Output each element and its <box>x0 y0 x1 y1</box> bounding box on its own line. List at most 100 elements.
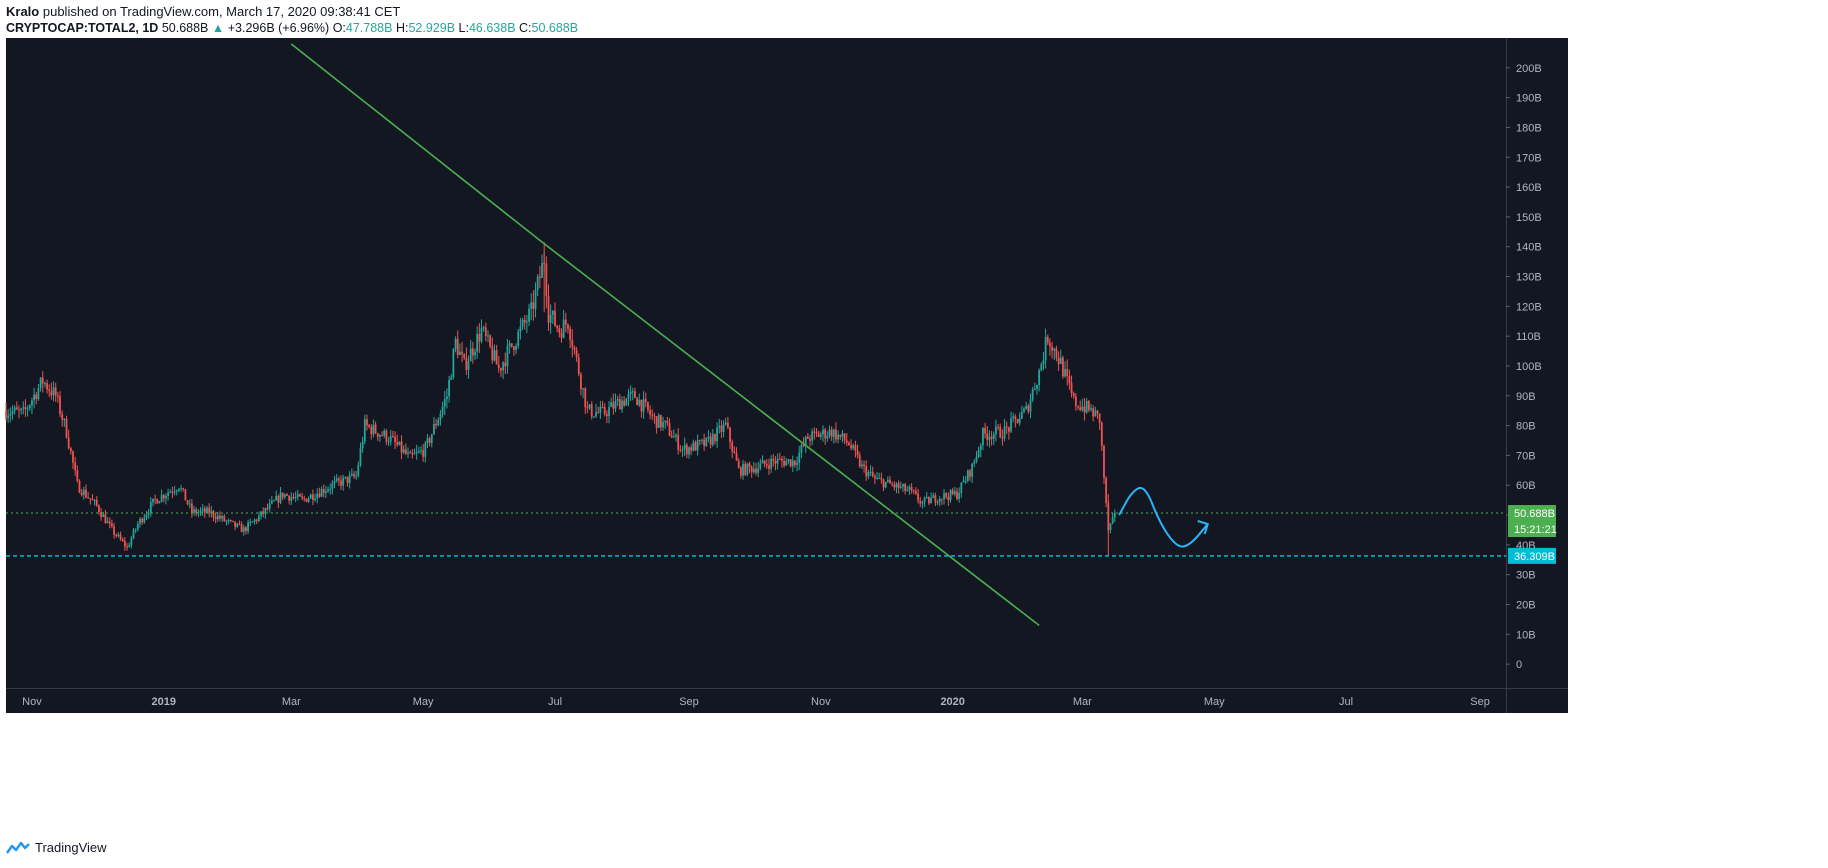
candle-body <box>1109 523 1112 530</box>
candle-body <box>454 338 457 350</box>
candle-body <box>1014 416 1017 420</box>
candle-body <box>286 494 288 496</box>
candle-body <box>39 377 42 389</box>
candle-body <box>467 361 470 370</box>
candle-body <box>545 263 548 297</box>
candle-body <box>296 494 299 498</box>
last-price: 50.688B <box>161 21 209 35</box>
candle-body <box>770 458 773 469</box>
candle-body <box>52 387 55 396</box>
candle-body <box>692 442 695 451</box>
candle-body <box>915 491 917 494</box>
candle-body <box>80 492 83 496</box>
candle-body <box>755 468 757 473</box>
candle-body <box>560 332 563 338</box>
candle-body <box>102 514 105 517</box>
candle-body <box>15 407 18 410</box>
candle-body <box>871 471 874 477</box>
candle-body <box>152 498 154 503</box>
candle-body <box>880 477 883 480</box>
candle-body <box>446 396 448 400</box>
candle-body <box>940 498 943 500</box>
candle-body <box>134 529 137 531</box>
candle-body <box>757 468 760 473</box>
candle-body <box>1113 513 1116 518</box>
candle-body <box>236 523 239 527</box>
candle-body <box>186 500 189 504</box>
high-label: H: <box>395 21 409 35</box>
candle-body <box>573 347 576 350</box>
x-tick-label: Mar <box>1073 696 1092 708</box>
candle-body <box>270 500 273 504</box>
candle-body <box>294 497 297 499</box>
candle-body <box>616 399 619 402</box>
candle-body <box>869 471 872 473</box>
candle-body <box>240 524 243 533</box>
candle-body <box>608 407 610 417</box>
candle-body <box>44 383 46 385</box>
candle-body <box>190 503 193 513</box>
candle-body <box>876 477 878 479</box>
candle-body <box>852 445 855 449</box>
candle-body <box>1031 389 1034 400</box>
candle-body <box>482 327 485 329</box>
candle-body <box>141 518 144 523</box>
candle-body <box>850 445 853 449</box>
candle-body <box>216 515 219 520</box>
candle-body <box>865 465 868 477</box>
candle-body <box>1074 396 1077 407</box>
candle-body <box>716 427 718 442</box>
candle-body <box>13 407 16 412</box>
candle-body <box>24 407 27 409</box>
y-tick-label: 10B <box>1516 629 1536 641</box>
candle-body <box>724 422 727 425</box>
candle-body <box>1005 426 1008 428</box>
x-tick-label: 2020 <box>940 696 964 708</box>
candle-body <box>1044 336 1047 361</box>
candle-body <box>54 387 57 396</box>
candle-body <box>627 394 630 399</box>
candle-body <box>1070 383 1073 394</box>
y-tick-label: 110B <box>1516 331 1541 343</box>
candle-body <box>744 463 747 475</box>
candle-body <box>824 429 827 439</box>
close-value: 50.688B <box>531 21 579 35</box>
candle-body <box>917 493 920 501</box>
candle-body <box>87 497 90 499</box>
candle-body <box>495 350 498 365</box>
x-tick-label: Nov <box>22 696 42 708</box>
author-name[interactable]: Kralo <box>6 4 40 19</box>
candle-body <box>597 412 600 414</box>
candle-body <box>65 418 68 438</box>
candle-body <box>22 407 25 409</box>
candle-body <box>515 345 517 351</box>
footer-brand[interactable]: TradingView <box>6 840 107 855</box>
candle-body <box>41 377 44 384</box>
candle-body <box>841 433 844 437</box>
candle-body <box>28 405 31 409</box>
price-label-text: 36.309B <box>1514 551 1555 563</box>
high-value: 52.929B <box>408 21 456 35</box>
candle-body <box>128 545 131 547</box>
candle-body <box>251 521 254 523</box>
candle-body <box>424 443 427 457</box>
symbol-label[interactable]: CRYPTOCAP:TOTAL2, 1D <box>6 21 159 35</box>
candle-body <box>605 413 608 417</box>
candle-body <box>171 491 174 493</box>
candle-body <box>396 442 399 445</box>
candle-body <box>899 486 902 488</box>
candle-body <box>139 518 141 524</box>
candle-body <box>175 490 178 492</box>
candle-body <box>532 302 535 310</box>
candle-body <box>828 429 831 436</box>
candle-body <box>208 507 211 514</box>
candle-body <box>474 351 476 356</box>
candle-body <box>714 434 716 442</box>
candles <box>5 242 1116 556</box>
candle-body <box>772 458 775 461</box>
candle-body <box>811 431 814 441</box>
candle-body <box>1079 407 1082 410</box>
candle-body <box>379 434 381 437</box>
candle-body <box>763 460 766 465</box>
